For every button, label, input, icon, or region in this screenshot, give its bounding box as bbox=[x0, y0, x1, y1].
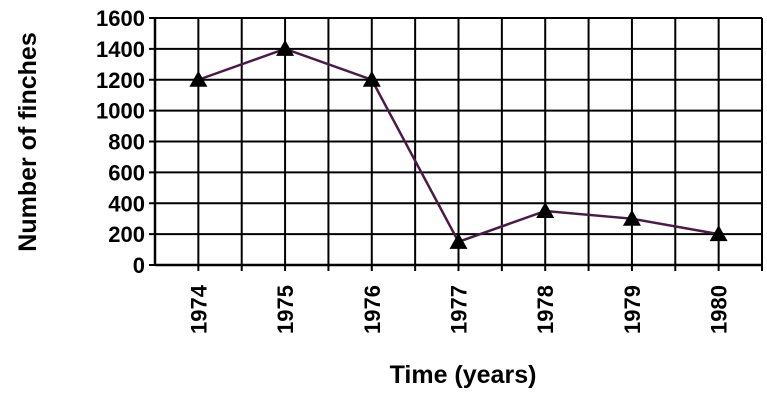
data-point-marker bbox=[276, 39, 295, 56]
y-tick-label: 200 bbox=[108, 222, 145, 247]
tick-labels: 0 200 400 600 800 1000 1200 1400 1600 1974 1975 197… bbox=[96, 6, 732, 334]
y-tick-label: 0 bbox=[133, 253, 145, 278]
data-point-marker bbox=[709, 225, 728, 242]
data-point-marker bbox=[362, 70, 381, 87]
x-tick-label: 1974 bbox=[186, 284, 211, 334]
x-tick-label: 1980 bbox=[707, 285, 732, 334]
y-tick-label: 1000 bbox=[96, 99, 145, 124]
x-axis-title: Time (years) bbox=[390, 361, 537, 389]
y-tick-label: 600 bbox=[108, 160, 145, 185]
y-axis-title: Number of finches bbox=[14, 32, 42, 251]
y-tick-label: 800 bbox=[108, 130, 145, 155]
x-tick-label: 1978 bbox=[533, 285, 558, 334]
x-tick-label: 1976 bbox=[360, 285, 385, 334]
data-point-marker bbox=[622, 209, 641, 226]
x-tick-label: 1979 bbox=[620, 285, 645, 334]
y-tick-label: 1400 bbox=[96, 37, 145, 62]
y-tick-label: 1600 bbox=[96, 6, 145, 31]
data-point-marker bbox=[189, 70, 208, 87]
axes bbox=[149, 17, 763, 271]
x-tick-label: 1977 bbox=[447, 285, 472, 334]
data-point-marker bbox=[536, 201, 555, 218]
y-tick-label: 1200 bbox=[96, 68, 145, 93]
series bbox=[189, 39, 728, 249]
x-tick-label: 1975 bbox=[273, 285, 298, 334]
grid bbox=[155, 17, 763, 265]
data-point-marker bbox=[449, 232, 468, 249]
y-tick-label: 400 bbox=[108, 191, 145, 216]
